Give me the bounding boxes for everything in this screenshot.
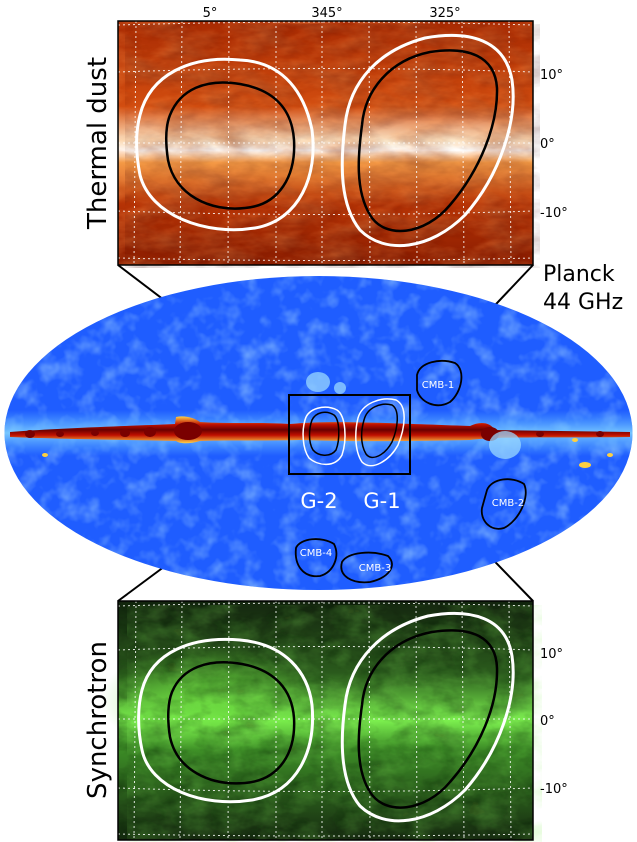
map-g1-outer	[355, 398, 405, 467]
g2-inner-contour	[165, 81, 296, 210]
dust-lon-tick-5: 5°	[203, 6, 218, 21]
map-g2-inner	[308, 411, 340, 456]
dust-lat-tick-minus10: -10°	[540, 206, 568, 221]
synchrotron-panel: 10° 0° -10° Synchrotron	[83, 600, 568, 842]
cmb-4-label: CMB-4	[300, 548, 332, 559]
cmb-3-label: CMB-3	[359, 563, 391, 574]
dust-lat-tick-10: 10°	[540, 68, 563, 83]
cmb-2-region	[480, 478, 527, 530]
map-g1-inner	[360, 403, 398, 459]
thermal-dust-label: Thermal dust	[83, 57, 113, 230]
zoom-box	[288, 394, 411, 475]
bright-diffuse-regions	[306, 372, 521, 459]
sync-g2-outer-contour	[137, 637, 315, 804]
cmb-4-region	[294, 538, 338, 578]
sync-lat-tick-10: 10°	[540, 647, 563, 662]
cmb-1-region	[416, 360, 463, 407]
sync-lat-tick-minus10: -10°	[540, 782, 568, 797]
g2-outer-contour	[135, 57, 315, 232]
galactic-plane	[10, 416, 630, 444]
sync-g2-inner-contour	[167, 661, 296, 785]
cmb-2-label: CMB-2	[492, 498, 524, 509]
g1-outer-contour	[340, 34, 515, 248]
sync-g1-inner-contour	[357, 629, 499, 809]
dust-frame	[117, 20, 534, 266]
sync-lat-tick-0: 0°	[540, 714, 555, 729]
dust-lat-tick-0: 0°	[540, 137, 555, 152]
thermal-dust-panel: 5° 345° 325° 10° 0° -10° Thermal dust	[83, 6, 568, 268]
plane-warm-spots	[42, 438, 613, 468]
dust-lon-tick-325: 325°	[429, 6, 460, 21]
g2-label: G-2	[300, 489, 337, 513]
map-g2-outer	[302, 406, 346, 466]
g1-label: G-1	[363, 489, 400, 513]
g1-inner-contour	[357, 49, 499, 233]
planck-label-line2: 44 GHz	[543, 290, 623, 315]
dust-shadow-texture	[125, 24, 540, 268]
cmb-1-label: CMB-1	[422, 380, 454, 391]
sync-light-texture	[127, 605, 542, 842]
planck-map: G-2 G-1 CMB-1 CMB-2 CMB-3 CMB-4 Planck 4…	[4, 262, 633, 590]
sync-g1-outer-contour	[340, 611, 515, 823]
cmb-3-region	[340, 551, 393, 584]
planck-label-line1: Planck	[543, 262, 615, 287]
dust-lon-tick-345: 345°	[311, 6, 342, 21]
sync-frame	[117, 600, 534, 841]
synchrotron-label: Synchrotron	[83, 641, 113, 799]
